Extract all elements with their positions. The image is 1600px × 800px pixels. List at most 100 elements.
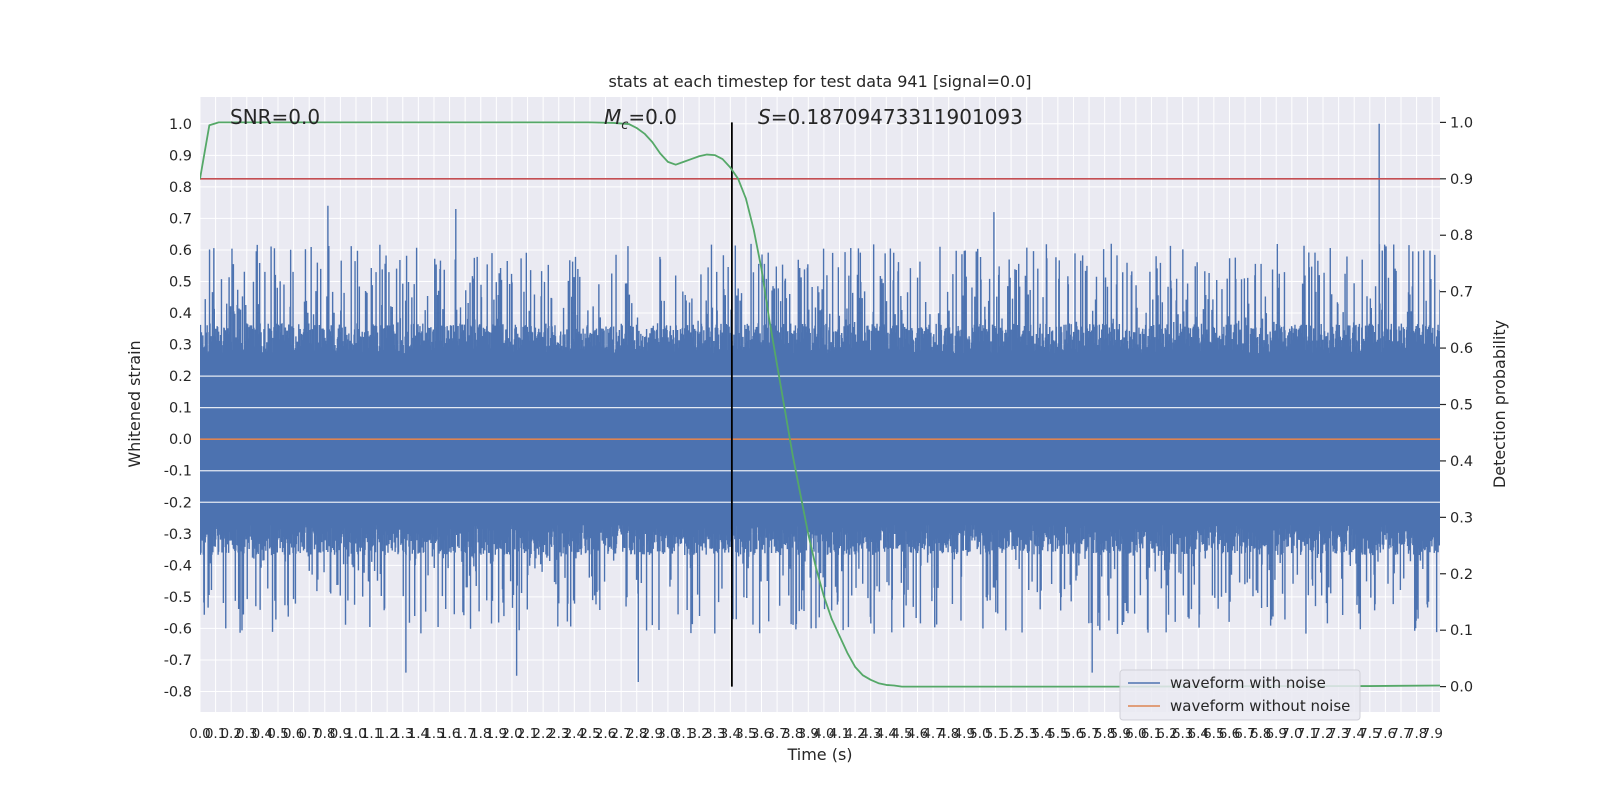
x-tick-label: 4.8 [938, 726, 959, 742]
x-tick-label: 4.9 [954, 726, 975, 742]
y-tick-label: 0.5 [169, 275, 192, 291]
y-tick-label: 1.0 [169, 117, 192, 133]
y-tick-label: -0.7 [164, 653, 192, 669]
x-tick-label: 5.1 [985, 726, 1006, 742]
y2-axis-label: Detection probability [1490, 320, 1509, 488]
x-tick-label: 3.3 [704, 726, 725, 742]
x-tick-label: 1.5 [423, 726, 444, 742]
x-tick-label: 1.4 [408, 726, 429, 742]
legend: waveform with noise waveform without noi… [1119, 669, 1361, 721]
y-tick-label: -0.6 [164, 621, 192, 637]
x-tick-label: 1.1 [361, 726, 382, 742]
y2-tick-label: 0.1 [1450, 623, 1473, 639]
x-tick-label: 7.7 [1390, 726, 1411, 742]
x-tick-label: 4.4 [876, 726, 897, 742]
x-tick-label: 0.6 [283, 726, 304, 742]
x-tick-label: 5.2 [1000, 726, 1021, 742]
chirp-mass-symbol: M [604, 105, 621, 129]
x-tick-label: 4.6 [907, 726, 928, 742]
x-tick-label: 0.8 [314, 726, 335, 742]
x-tick-label: 5.3 [1016, 726, 1037, 742]
x-tick-label: 4.3 [860, 726, 881, 742]
score-annotation: S=0.18709473311901093 [758, 105, 1023, 129]
x-tick-label: 3.4 [720, 726, 741, 742]
x-tick-label: 0.1 [205, 726, 226, 742]
y-tick-label: 0.8 [169, 180, 192, 196]
x-tick-label: 0.0 [189, 726, 210, 742]
x-tick-label: 5.7 [1078, 726, 1099, 742]
x-tick-label: 1.6 [439, 726, 460, 742]
x-tick-label: 2.7 [610, 726, 631, 742]
x-tick-label: 2.2 [532, 726, 553, 742]
y-tick-label: 0.3 [169, 338, 192, 354]
y2-tick-label: 0.4 [1450, 454, 1473, 470]
x-tick-label: 7.9 [1421, 726, 1442, 742]
x-tick-label: 7.0 [1281, 726, 1302, 742]
x-tick-label: 1.8 [470, 726, 491, 742]
y-tick-label: -0.5 [164, 590, 192, 606]
x-tick-label: 2.5 [579, 726, 600, 742]
chirp-mass-subscript: c [621, 118, 628, 133]
x-tick-label: 2.9 [642, 726, 663, 742]
y-tick-label: -0.4 [164, 558, 192, 574]
y2-tick-label: 0.6 [1450, 341, 1473, 357]
x-tick-label: 7.5 [1359, 726, 1380, 742]
x-tick-label: 6.1 [1141, 726, 1162, 742]
x-tick-label: 5.5 [1047, 726, 1068, 742]
y-tick-label: 0.7 [169, 211, 192, 227]
x-tick-label: 6.5 [1203, 726, 1224, 742]
x-tick-label: 3.9 [798, 726, 819, 742]
x-tick-label: 2.4 [564, 726, 585, 742]
x-tick-label: 4.0 [813, 726, 834, 742]
x-tick-label: 5.0 [969, 726, 990, 742]
chirp-mass-value: =0.0 [628, 105, 677, 129]
x-tick-label: 5.4 [1032, 726, 1053, 742]
y-tick-label: -0.3 [164, 527, 192, 543]
x-tick-label: 2.0 [501, 726, 522, 742]
x-tick-label: 5.9 [1110, 726, 1131, 742]
x-tick-label: 3.8 [782, 726, 803, 742]
x-tick-label: 6.7 [1234, 726, 1255, 742]
x-tick-label: 1.0 [345, 726, 366, 742]
x-tick-label: 7.2 [1312, 726, 1333, 742]
x-tick-label: 1.3 [392, 726, 413, 742]
x-tick-label: 0.3 [236, 726, 257, 742]
x-tick-label: 6.2 [1156, 726, 1177, 742]
x-tick-label: 6.6 [1219, 726, 1240, 742]
series-detection-probability [200, 121, 1440, 688]
x-tick-label: 3.2 [688, 726, 709, 742]
x-tick-label: 2.1 [517, 726, 538, 742]
chart-title: stats at each timestep for test data 941… [608, 72, 1031, 91]
x-tick-label: 5.8 [1094, 726, 1115, 742]
x-tick-label: 0.5 [267, 726, 288, 742]
x-tick-label: 0.4 [252, 726, 273, 742]
y-axis-label: Whitened strain [125, 340, 144, 467]
legend-box [1119, 669, 1361, 721]
x-tick-label: 2.8 [626, 726, 647, 742]
y-tick-label: 0.9 [169, 148, 192, 164]
y-tick-label: -0.8 [164, 685, 192, 701]
x-tick-label: 1.2 [376, 726, 397, 742]
snr-annotation: SNR=0.0 [230, 105, 320, 129]
x-tick-label: 0.7 [298, 726, 319, 742]
y2-tick-label: 0.5 [1450, 398, 1473, 414]
y2-tick-label: 0.2 [1450, 567, 1473, 583]
chirp-mass-annotation: Mc=0.0 [604, 105, 677, 133]
x-tick-label: 2.3 [548, 726, 569, 742]
x-tick-label: 4.2 [844, 726, 865, 742]
x-tick-label: 7.6 [1375, 726, 1396, 742]
x-axis-ticks: 0.00.10.20.30.40.50.60.70.80.91.01.11.21… [189, 726, 1443, 742]
x-tick-label: 3.0 [657, 726, 678, 742]
x-tick-label: 3.1 [673, 726, 694, 742]
x-tick-label: 3.6 [751, 726, 772, 742]
y-tick-label: 0.1 [169, 401, 192, 417]
x-tick-label: 6.9 [1265, 726, 1286, 742]
x-tick-label: 1.9 [486, 726, 507, 742]
legend-label-clean: waveform without noise [1170, 697, 1350, 715]
x-tick-label: 7.4 [1343, 726, 1364, 742]
y-axis-ticks: -0.8 -0.7 -0.6 -0.5 -0.4 -0.3 -0.2 -0.1 0.0 0.1 0.… [164, 117, 192, 701]
x-tick-label: 4.7 [922, 726, 943, 742]
y2-tick-label: 1.0 [1450, 115, 1473, 131]
probability-line [200, 121, 1440, 688]
x-tick-label: 6.3 [1172, 726, 1193, 742]
